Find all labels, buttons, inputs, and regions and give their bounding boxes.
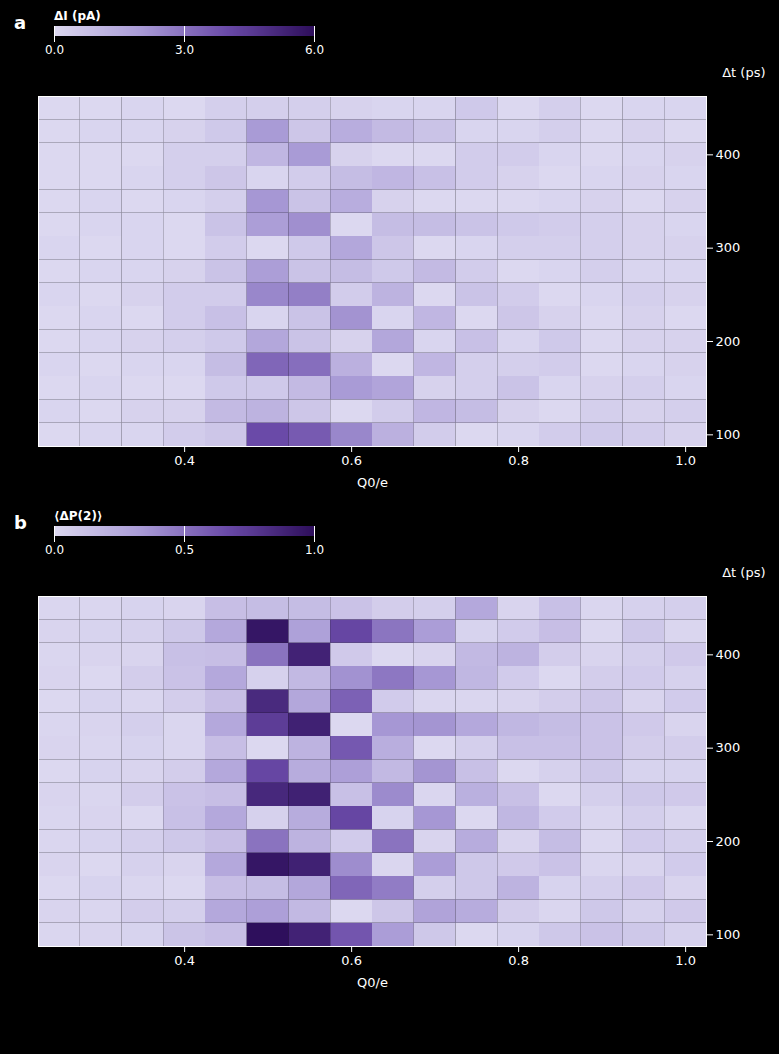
svg-text:200: 200 xyxy=(716,334,741,349)
svg-text:0.5: 0.5 xyxy=(175,543,194,557)
svg-text:6.0: 6.0 xyxy=(305,43,324,57)
svg-text:Δt (ps): Δt (ps) xyxy=(722,65,765,80)
html-text:a: a xyxy=(14,12,27,33)
svg-text:Δt (ps): Δt (ps) xyxy=(722,565,765,580)
html-text:b: b xyxy=(14,512,27,533)
svg-text:100: 100 xyxy=(716,927,741,942)
svg-text:100: 100 xyxy=(716,427,741,442)
svg-text:0.6: 0.6 xyxy=(341,453,362,468)
svg-text:200: 200 xyxy=(716,834,741,849)
svg-text:0.8: 0.8 xyxy=(508,453,529,468)
svg-text:1.0: 1.0 xyxy=(305,543,324,557)
svg-text:⟨ΔP(2)⟩: ⟨ΔP(2)⟩ xyxy=(54,509,102,523)
svg-text:Q0/e: Q0/e xyxy=(357,475,388,490)
svg-text:3.0: 3.0 xyxy=(175,43,194,57)
svg-text:1.0: 1.0 xyxy=(675,453,696,468)
svg-text:Q0/e: Q0/e xyxy=(357,975,388,990)
svg-text:0.8: 0.8 xyxy=(508,953,529,968)
svg-text:400: 400 xyxy=(716,647,741,662)
svg-text:400: 400 xyxy=(716,147,741,162)
svg-text:0.0: 0.0 xyxy=(45,43,64,57)
svg-text:0.0: 0.0 xyxy=(45,543,64,557)
svg-text:0.4: 0.4 xyxy=(174,453,195,468)
svg-text:0.4: 0.4 xyxy=(174,953,195,968)
svg-text:ΔI (pA): ΔI (pA) xyxy=(54,9,101,23)
svg-text:1.0: 1.0 xyxy=(675,953,696,968)
svg-text:300: 300 xyxy=(716,740,741,755)
svg-text:0.6: 0.6 xyxy=(341,953,362,968)
svg-text:300: 300 xyxy=(716,240,741,255)
